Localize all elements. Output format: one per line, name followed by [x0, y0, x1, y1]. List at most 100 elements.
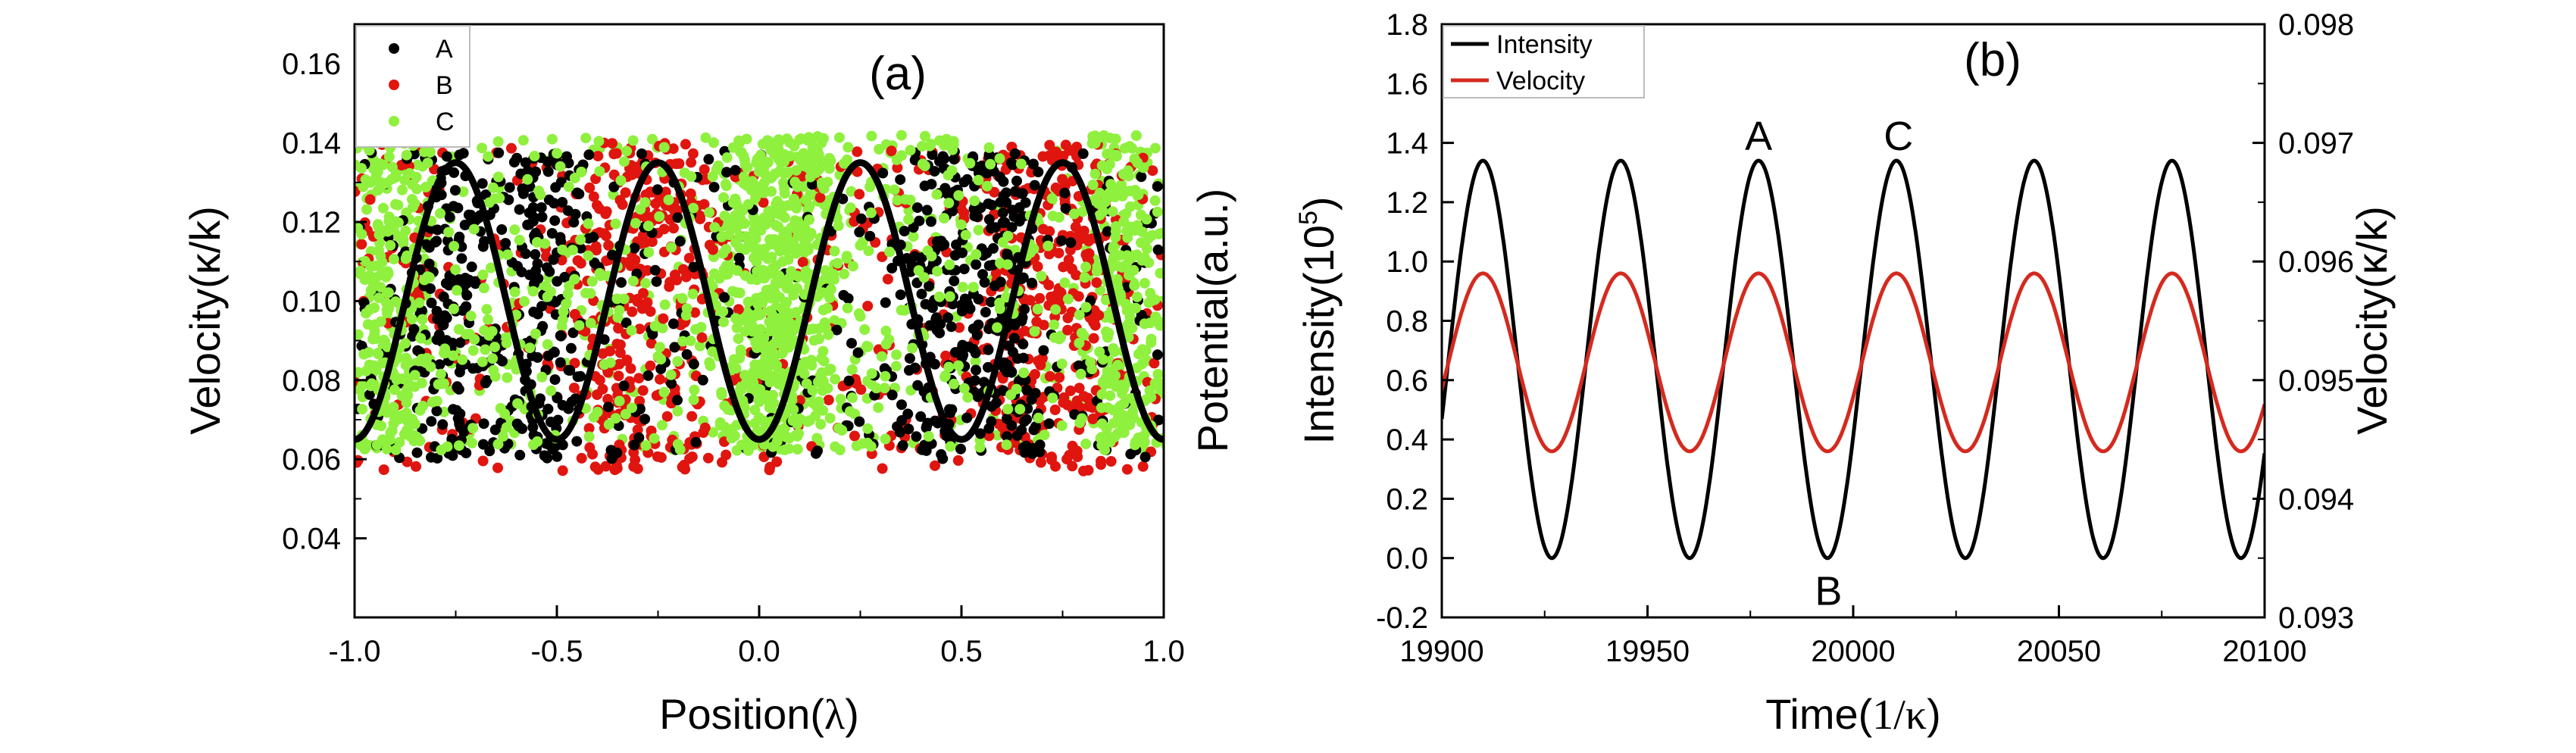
x-tick-label: -0.5 — [531, 635, 583, 668]
scatter-point-C — [1149, 142, 1161, 154]
scatter-point-A — [854, 416, 865, 427]
scatter-point-C — [808, 167, 819, 179]
scatter-point-C — [687, 289, 699, 300]
scatter-point-C — [467, 423, 479, 434]
scatter-point-C — [1124, 201, 1136, 212]
scatter-point-A — [542, 166, 554, 177]
scatter-point-C — [690, 323, 702, 335]
scatter-point-A — [484, 445, 496, 457]
scatter-point-C — [642, 220, 654, 232]
scatter-point-A — [424, 242, 435, 253]
scatter-point-A — [449, 185, 461, 196]
scatter-point-A — [899, 226, 910, 237]
scatter-point-A — [555, 177, 567, 188]
scatter-point-C — [969, 195, 980, 207]
scatter-point-A — [514, 449, 526, 461]
scatter-point-C — [931, 189, 943, 200]
scatter-point-C — [1036, 270, 1047, 282]
scatter-point-C — [880, 370, 891, 382]
scatter-point-C — [794, 134, 805, 145]
scatter-point-B — [877, 463, 888, 474]
scatter-point-A — [567, 327, 579, 339]
scatter-point-A — [1030, 388, 1041, 398]
scatter-point-C — [1002, 404, 1014, 414]
scatter-point-B — [680, 139, 691, 150]
scatter-point-A — [562, 205, 574, 216]
scatter-point-C — [1080, 261, 1092, 273]
scatter-point-A — [552, 276, 563, 287]
scatter-point-C — [992, 430, 1003, 441]
scatter-point-A — [441, 335, 452, 346]
scatter-point-C — [492, 439, 504, 450]
scatter-point-C — [1018, 367, 1030, 379]
scatter-point-C — [1118, 216, 1130, 227]
scatter-point-C — [748, 377, 759, 389]
legend-label-c: C — [436, 108, 455, 136]
scatter-point-A — [886, 263, 898, 273]
scatter-point-A — [511, 152, 523, 164]
scatter-point-C — [1145, 317, 1156, 329]
scatter-point-C — [839, 268, 850, 280]
scatter-point-C — [1096, 402, 1107, 414]
scatter-point-C — [855, 311, 866, 322]
scatter-point-B — [1054, 372, 1065, 383]
scatter-point-A — [446, 449, 458, 461]
scatter-point-A — [1153, 414, 1164, 426]
scatter-point-C — [739, 326, 751, 337]
scatter-point-B — [620, 187, 631, 198]
scatter-point-C — [818, 345, 829, 357]
scatter-point-B — [764, 464, 775, 476]
scatter-point-C — [922, 245, 933, 257]
scatter-point-C — [452, 285, 462, 296]
scatter-point-A — [925, 216, 936, 227]
scatter-point-C — [1079, 272, 1090, 283]
scatter-point-A — [466, 261, 477, 273]
scatter-point-C — [376, 420, 387, 432]
scatter-point-C — [862, 423, 874, 434]
scatter-point-B — [886, 145, 897, 157]
scatter-point-C — [822, 177, 833, 188]
scatter-point-A — [916, 289, 927, 300]
scatter-point-B — [614, 195, 626, 206]
scatter-point-C — [960, 230, 971, 241]
scatter-point-B — [655, 373, 665, 385]
scatter-point-C — [649, 320, 661, 332]
scatter-point-C — [654, 211, 665, 222]
scatter-point-C — [855, 239, 866, 251]
scatter-point-C — [480, 344, 491, 355]
scatter-point-C — [1165, 418, 1175, 429]
scatter-point-C — [863, 245, 874, 257]
scatter-point-A — [986, 401, 997, 412]
scatter-point-C — [542, 339, 553, 350]
scatter-point-C — [688, 394, 699, 405]
scatter-point-C — [808, 154, 819, 165]
scatter-point-B — [576, 452, 587, 464]
scatter-point-C — [1118, 410, 1129, 421]
scatter-point-C — [382, 341, 393, 352]
scatter-point-A — [542, 262, 552, 273]
scatter-point-C — [406, 314, 417, 325]
scatter-point-C — [594, 166, 605, 177]
scatter-point-A — [456, 241, 467, 252]
scatter-point-A — [989, 222, 1001, 233]
scatter-point-C — [402, 355, 413, 367]
scatter-point-A — [955, 443, 966, 455]
scatter-point-C — [340, 408, 351, 419]
scatter-point-B — [1067, 461, 1078, 472]
scatter-point-C — [649, 433, 660, 444]
scatter-point-A — [431, 405, 442, 417]
scatter-point-C — [536, 371, 548, 383]
scatter-point-B — [568, 383, 580, 394]
scatter-point-C — [1015, 158, 1027, 170]
scatter-point-C — [1068, 208, 1080, 220]
scatter-point-A — [536, 202, 547, 213]
scatter-point-C — [620, 408, 631, 420]
scatter-point-C — [400, 225, 411, 236]
scatter-point-A — [703, 154, 714, 165]
scatter-point-C — [923, 431, 934, 442]
scatter-point-C — [781, 230, 792, 242]
scatter-point-A — [425, 283, 436, 294]
scatter-point-C — [1149, 378, 1161, 389]
scatter-point-A — [1065, 237, 1077, 248]
scatter-point-B — [1063, 255, 1074, 265]
